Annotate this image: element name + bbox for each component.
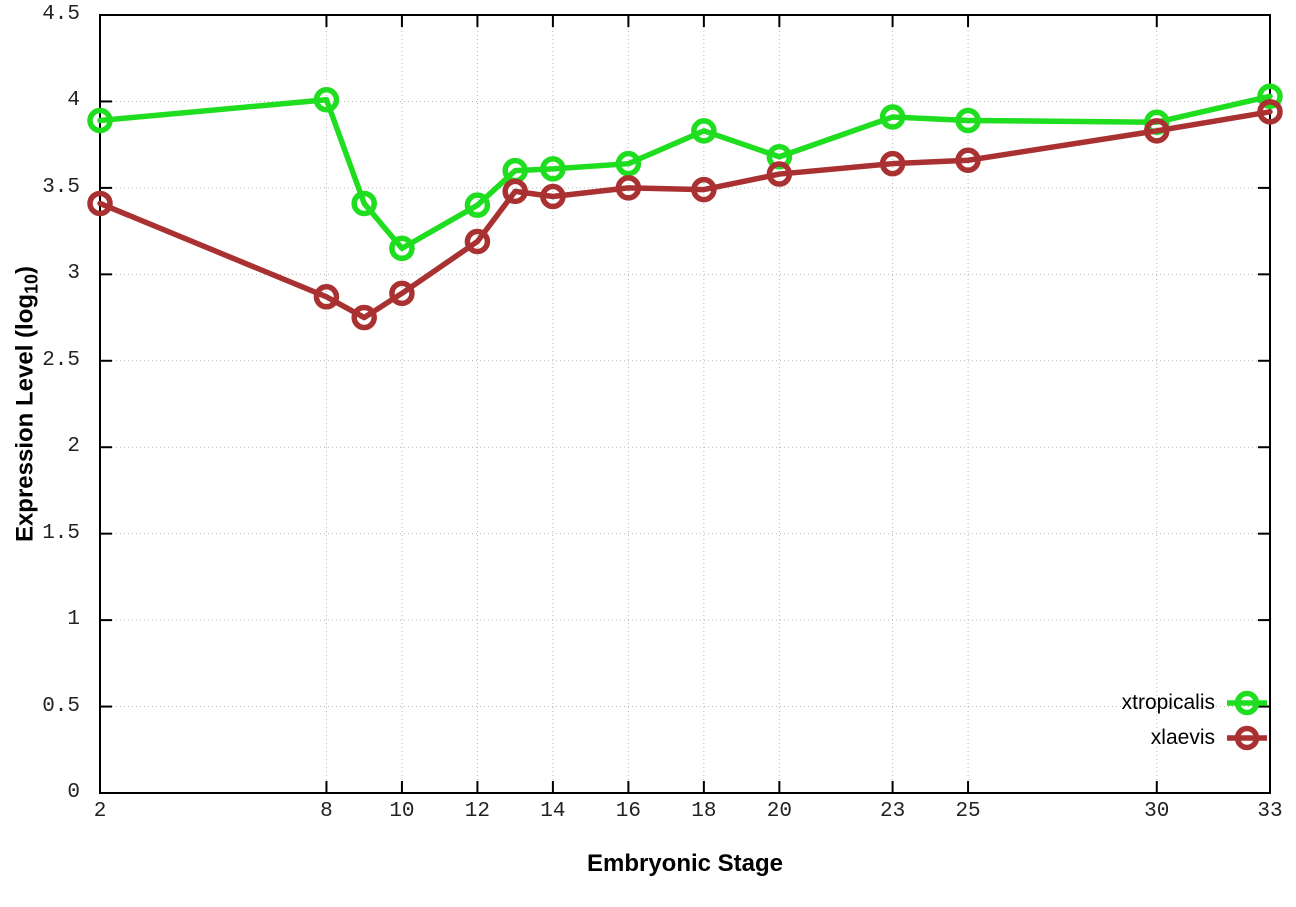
y-axis-tick-label-1.5: 1.5 [42, 521, 80, 545]
x-axis-tick-label-20: 20 [766, 800, 792, 823]
data-point-xtropicalis-stage-14 [540, 156, 566, 182]
x-axis-tick-label-10: 10 [389, 800, 415, 823]
series-line-xlaevis [97, 109, 1273, 321]
y-axis-tick-label-3.5: 3.5 [42, 175, 80, 199]
plot-area: xtropicalis xlaevis [87, 14, 1283, 794]
data-point-xtropicalis-stage-16 [615, 150, 642, 177]
data-point-xlaevis-stage-8 [313, 284, 340, 310]
x-axis-tick-label-25: 25 [955, 800, 981, 823]
data-point-xtropicalis-stage-25 [955, 107, 981, 134]
data-point-xlaevis-stage-33 [1257, 99, 1283, 125]
data-point-xlaevis-stage-13 [502, 178, 528, 205]
data-point-xlaevis-stage-23 [879, 150, 906, 177]
legend-label-xlaevis: xlaevis [1150, 725, 1215, 749]
legend-marker-xlaevis-icon [1227, 725, 1267, 750]
y-axis-tick-label-0.5: 0.5 [42, 694, 80, 718]
legend-item-xtropicalis: xtropicalis [1122, 685, 1269, 720]
data-point-xtropicalis-stage-12 [464, 192, 491, 218]
plot-border [99, 14, 1271, 794]
data-point-xlaevis-stage-10 [389, 280, 415, 307]
legend-marker-xtropicalis-icon [1227, 690, 1267, 715]
y-axis-title: Expression Level (log10) [12, 266, 43, 542]
data-point-xlaevis-stage-12 [464, 228, 491, 255]
legend-label-xtropicalis: xtropicalis [1121, 690, 1215, 714]
x-axis-tick-label-23: 23 [879, 800, 906, 823]
y-axis-tick-label-2.5: 2.5 [42, 348, 80, 372]
legend: xtropicalis xlaevis [1122, 685, 1269, 755]
x-axis-tick-label-30: 30 [1144, 800, 1170, 823]
y-axis-tick-label-4.5: 4.5 [42, 3, 80, 26]
x-axis-tick-label-33: 33 [1257, 800, 1283, 823]
y-axis-title-text: Expression Level (log [11, 293, 39, 543]
legend-circle-xtropicalis [1234, 690, 1260, 715]
x-axis-tick-label-8: 8 [320, 800, 333, 823]
y-axis-tick-label-2: 2 [67, 435, 80, 459]
data-point-xtropicalis-stage-23 [879, 104, 906, 130]
data-point-xlaevis-stage-16 [615, 175, 642, 201]
x-axis-title: Embryonic Stage [586, 850, 784, 877]
x-axis-tick-label-16: 16 [615, 800, 641, 823]
data-point-xtropicalis-stage-8 [313, 86, 340, 113]
data-point-xtropicalis-stage-33 [1257, 83, 1283, 110]
legend-circle-xlaevis [1234, 725, 1260, 750]
y-axis-tick-label-4: 4 [67, 89, 80, 113]
data-point-xlaevis-stage-25 [955, 147, 981, 173]
data-point-xtropicalis-stage-9 [351, 190, 377, 217]
y-axis-tick-label-0: 0 [67, 781, 80, 804]
x-axis-tick-label-12: 12 [464, 800, 491, 823]
data-point-xlaevis-stage-18 [691, 176, 717, 203]
data-point-xlaevis-stage-20 [766, 161, 793, 187]
x-axis-tick-label-18: 18 [691, 800, 717, 823]
data-point-xlaevis-stage-30 [1144, 118, 1170, 144]
data-point-xlaevis-stage-2 [87, 190, 113, 217]
data-point-xlaevis-stage-14 [540, 183, 566, 210]
data-point-xlaevis-stage-9 [351, 304, 377, 331]
series-line-xtropicalis [97, 93, 1273, 252]
legend-item-xlaevis: xlaevis [1151, 720, 1269, 755]
data-point-xtropicalis-stage-10 [389, 235, 415, 262]
data-point-xtropicalis-stage-18 [691, 118, 717, 144]
chart-canvas [87, 14, 1283, 794]
y-axis-tick-label-1: 1 [67, 608, 80, 632]
data-point-xtropicalis-stage-2 [87, 107, 113, 134]
y-axis-tick-label-3: 3 [67, 262, 80, 286]
x-axis-tick-label-2: 2 [93, 800, 107, 823]
x-axis-tick-label-14: 14 [540, 800, 566, 823]
